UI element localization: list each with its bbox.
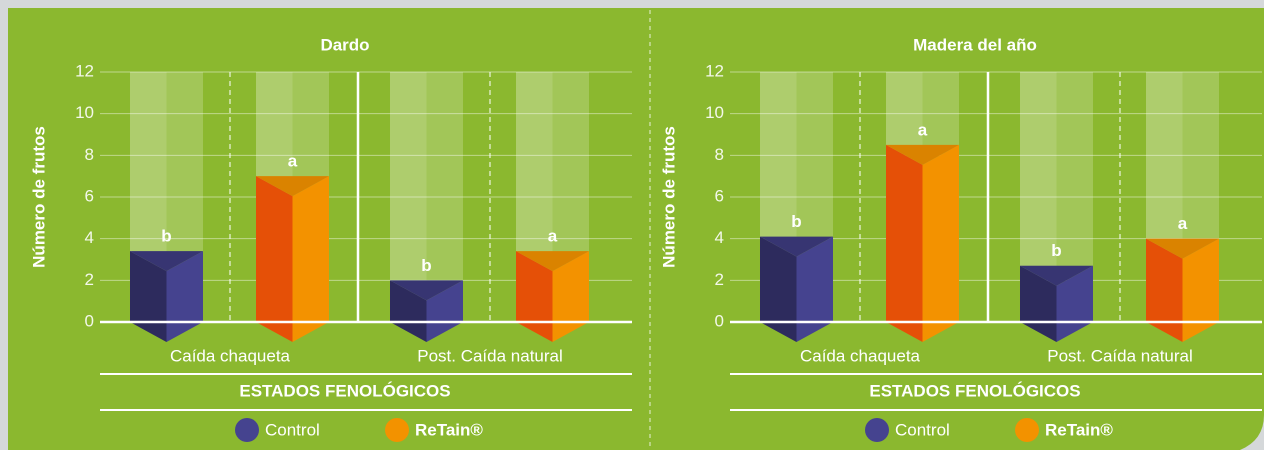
y-tick-label: 4: [85, 228, 94, 247]
bar-left-face: [760, 236, 797, 342]
significance-label: b: [791, 212, 801, 231]
bar-left-shade: [1146, 238, 1183, 342]
significance-label: a: [918, 120, 928, 139]
y-tick-label: 0: [85, 311, 94, 330]
bar-top-shade: [1020, 265, 1093, 286]
significance-label: b: [421, 256, 431, 275]
bar-left-shade: [130, 251, 167, 342]
x-axis-label: ESTADOS FENOLÓGICOS: [239, 381, 450, 400]
bar-top: [130, 251, 203, 272]
bar-top-shade: [760, 236, 833, 257]
y-tick-label: 6: [715, 186, 724, 205]
bar-left-face: [516, 251, 553, 342]
bar-left-face: [886, 144, 923, 342]
significance-label: a: [1178, 214, 1188, 233]
bar-left-shade: [256, 176, 293, 342]
bar-left-face: [1146, 238, 1183, 342]
y-axis-label: Número de frutos: [659, 126, 678, 268]
chart-title: Madera del año: [913, 35, 1037, 54]
y-tick-label: 6: [85, 186, 94, 205]
bar-left-face: [390, 280, 427, 342]
bar: [516, 251, 589, 342]
y-tick-label: 8: [85, 145, 94, 164]
bar-top-shade: [130, 251, 203, 272]
x-tick-label: Post. Caída natural: [417, 346, 563, 365]
panel: [8, 8, 1264, 450]
bar-top-shade: [886, 144, 959, 165]
y-tick-label: 8: [715, 145, 724, 164]
bar-right-face: [1182, 238, 1219, 342]
bar-left-face: [130, 251, 167, 342]
bar-top: [886, 144, 959, 165]
legend-label: ReTain®: [415, 420, 483, 439]
bar: [1146, 238, 1219, 342]
legend-label: Control: [265, 420, 320, 439]
y-tick-label: 4: [715, 228, 724, 247]
x-tick-label: Caída chaqueta: [170, 346, 291, 365]
bar-left-shade: [886, 144, 923, 342]
y-axis-label: Número de frutos: [29, 126, 48, 268]
significance-label: a: [288, 152, 298, 171]
bar-top-shade: [1146, 238, 1219, 259]
bar-right-face: [796, 236, 833, 342]
legend-swatch: [865, 418, 889, 442]
bar-top: [256, 176, 329, 197]
y-tick-label: 0: [715, 311, 724, 330]
bar-top: [516, 251, 589, 272]
y-tick-label: 2: [85, 270, 94, 289]
legend-swatch: [1015, 418, 1039, 442]
y-tick-label: 12: [75, 61, 94, 80]
bar-top: [1146, 238, 1219, 259]
bar-top-shade: [256, 176, 329, 197]
y-tick-label: 2: [715, 270, 724, 289]
bar-right-face: [292, 176, 329, 342]
y-tick-label: 12: [705, 61, 724, 80]
bar-top: [1020, 265, 1093, 286]
bar: [130, 251, 203, 342]
y-tick-label: 10: [75, 103, 94, 122]
y-tick-label: 10: [705, 103, 724, 122]
bar-right-face: [922, 144, 959, 342]
bar-right-face: [552, 251, 589, 342]
legend-swatch: [385, 418, 409, 442]
significance-label: b: [161, 227, 171, 246]
x-tick-label: Caída chaqueta: [800, 346, 921, 365]
bar-top-shade: [516, 251, 589, 272]
bar-top: [760, 236, 833, 257]
bar-left-shade: [516, 251, 553, 342]
chart-title: Dardo: [320, 35, 369, 54]
bar: [390, 280, 463, 342]
bar: [256, 176, 329, 342]
legend-label: Control: [895, 420, 950, 439]
bar-left-shade: [390, 280, 427, 342]
bar-right-face: [426, 280, 463, 342]
x-tick-label: Post. Caída natural: [1047, 346, 1193, 365]
bar-right-face: [166, 251, 203, 342]
x-axis-label: ESTADOS FENOLÓGICOS: [869, 381, 1080, 400]
bar: [760, 236, 833, 342]
legend-swatch: [235, 418, 259, 442]
bar-left-face: [256, 176, 293, 342]
bar: [886, 144, 959, 342]
bar-top-shade: [390, 280, 463, 301]
significance-label: b: [1051, 241, 1061, 260]
bar-top: [390, 280, 463, 301]
legend-label: ReTain®: [1045, 420, 1113, 439]
bar-left-shade: [760, 236, 797, 342]
significance-label: a: [548, 227, 558, 246]
